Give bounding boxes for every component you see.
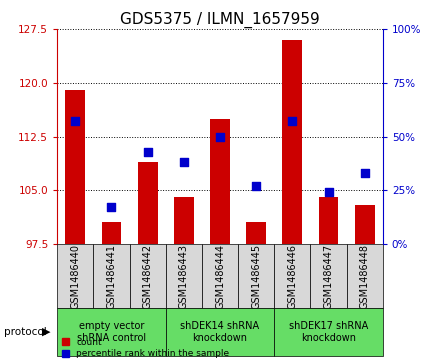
Text: GSM1486445: GSM1486445 bbox=[251, 244, 261, 309]
Text: GSM1486446: GSM1486446 bbox=[287, 244, 297, 309]
Bar bbox=[138, 162, 158, 244]
Bar bbox=[166, 309, 274, 356]
Point bbox=[325, 189, 332, 195]
Bar bbox=[202, 244, 238, 309]
Text: empty vector
shRNA control: empty vector shRNA control bbox=[77, 321, 146, 343]
Bar bbox=[319, 197, 338, 244]
Bar bbox=[129, 244, 166, 309]
Text: GSM1486441: GSM1486441 bbox=[106, 244, 117, 309]
Bar bbox=[274, 244, 311, 309]
Point bbox=[289, 119, 296, 125]
Bar bbox=[238, 244, 274, 309]
Text: shDEK17 shRNA
knockdown: shDEK17 shRNA knockdown bbox=[289, 321, 368, 343]
Point bbox=[216, 134, 224, 139]
Point bbox=[180, 159, 187, 165]
Bar bbox=[102, 223, 121, 244]
Legend: count, percentile rank within the sample: count, percentile rank within the sample bbox=[62, 338, 229, 359]
Point bbox=[253, 183, 260, 189]
Bar bbox=[57, 309, 166, 356]
Bar bbox=[93, 244, 129, 309]
Text: protocol: protocol bbox=[4, 327, 47, 337]
Text: ▶: ▶ bbox=[42, 327, 50, 337]
Bar bbox=[166, 244, 202, 309]
Text: GSM1486444: GSM1486444 bbox=[215, 244, 225, 309]
Point bbox=[108, 204, 115, 210]
Bar bbox=[57, 244, 93, 309]
Text: GSM1486448: GSM1486448 bbox=[360, 244, 370, 309]
Bar bbox=[210, 119, 230, 244]
Text: GSM1486442: GSM1486442 bbox=[143, 244, 153, 309]
Bar bbox=[282, 40, 302, 244]
Point bbox=[72, 119, 79, 125]
Text: GSM1486443: GSM1486443 bbox=[179, 244, 189, 309]
Point bbox=[144, 149, 151, 155]
Bar bbox=[274, 309, 383, 356]
Bar bbox=[246, 223, 266, 244]
Bar bbox=[311, 244, 347, 309]
Point bbox=[361, 170, 368, 176]
Bar bbox=[347, 244, 383, 309]
Bar bbox=[174, 197, 194, 244]
Bar bbox=[355, 205, 375, 244]
Text: GSM1486440: GSM1486440 bbox=[70, 244, 80, 309]
Bar bbox=[66, 90, 85, 244]
Text: shDEK14 shRNA
knockdown: shDEK14 shRNA knockdown bbox=[180, 321, 260, 343]
Title: GDS5375 / ILMN_1657959: GDS5375 / ILMN_1657959 bbox=[120, 12, 320, 28]
Text: GSM1486447: GSM1486447 bbox=[323, 244, 334, 309]
